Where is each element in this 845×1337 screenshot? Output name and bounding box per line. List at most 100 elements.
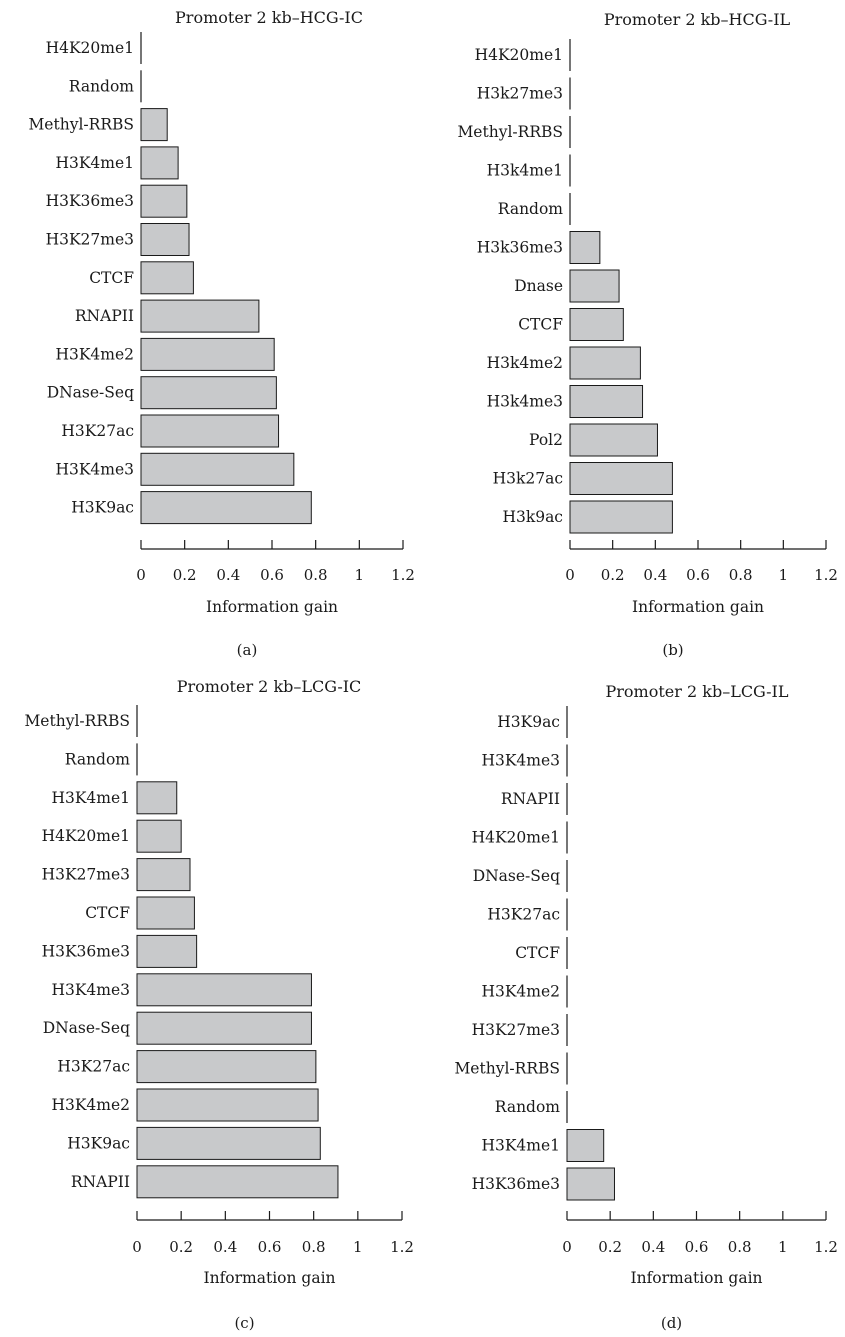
bar [569, 231, 601, 264]
category-label: H3K4me2 [51, 1096, 130, 1114]
chart-title: Promoter 2 kb–LCG-IC [177, 677, 362, 696]
bar [136, 819, 182, 853]
x-axis-label: Information gain [203, 1269, 335, 1287]
bar [136, 1165, 339, 1199]
category-label: Methyl-RRBS [24, 712, 130, 730]
bar [136, 1088, 319, 1122]
category-label: H3K9ac [71, 499, 134, 517]
x-tick-label: 0.6 [686, 566, 710, 584]
category-label: H3K4me2 [481, 983, 560, 1001]
x-tick-label: 0.4 [213, 1238, 237, 1256]
category-label: H3k4me2 [487, 354, 563, 372]
bar [136, 1050, 317, 1084]
panel-label: (d) [661, 1314, 682, 1332]
bar [140, 108, 168, 142]
category-label: Random [65, 750, 131, 768]
bar [140, 376, 277, 410]
x-tick-label: 0.8 [729, 566, 753, 584]
category-label: H3k9ac [502, 508, 563, 526]
chart-title: Promoter 2 kb–HCG-IL [604, 10, 791, 29]
x-tick-label: 0.2 [601, 566, 625, 584]
x-tick-label: 0 [562, 1238, 572, 1256]
bar [136, 1126, 321, 1160]
x-tick-label: 0 [565, 566, 575, 584]
category-label: H3k36me3 [477, 239, 563, 257]
category-label: CTCF [85, 904, 130, 922]
x-tick-label: 0.8 [302, 1238, 326, 1256]
chart-title: Promoter 2 kb–HCG-IC [175, 8, 363, 27]
bar [140, 299, 260, 333]
bar [136, 781, 178, 815]
x-tick-label: 0.2 [598, 1238, 622, 1256]
bar [140, 146, 179, 180]
category-label: H4K20me1 [46, 39, 134, 57]
x-tick-label: 1.2 [390, 1238, 414, 1256]
category-label: CTCF [515, 944, 560, 962]
chart-title: Promoter 2 kb–LCG-IL [606, 682, 789, 701]
category-label: H3k4me3 [487, 393, 563, 411]
category-label: RNAPII [75, 307, 134, 325]
bar [136, 973, 312, 1007]
category-label: H3K9ac [497, 713, 560, 731]
bar [140, 337, 275, 371]
x-tick-label: 1 [355, 566, 365, 584]
x-tick-label: 1.2 [391, 566, 415, 584]
category-label: H3K36me3 [472, 1175, 560, 1193]
category-label: Methyl-RRBS [28, 116, 134, 134]
bar [136, 934, 198, 968]
category-label: H3k27me3 [477, 85, 563, 103]
category-label: H3K27ac [61, 422, 134, 440]
bar [136, 1011, 312, 1045]
x-axis-label: Information gain [632, 598, 764, 616]
category-label: H3K36me3 [46, 192, 134, 210]
bar [140, 414, 280, 448]
chart-panel-0: Promoter 2 kb–HCG-IC H4K20me1 Random Methyl… [28, 8, 414, 659]
x-tick-label: 0.4 [641, 1238, 665, 1256]
category-label: H3K27ac [487, 906, 560, 924]
category-label: H4K20me1 [475, 46, 563, 64]
x-tick-label: 0.6 [258, 1238, 282, 1256]
category-label: H3K4me3 [481, 752, 560, 770]
panel-label: (b) [662, 641, 683, 659]
panel-label: (a) [237, 641, 258, 659]
category-label: H3k27ac [493, 470, 563, 488]
x-tick-label: 1 [778, 1238, 788, 1256]
category-label: Random [69, 77, 135, 95]
bar [140, 184, 188, 218]
category-label: Pol2 [529, 431, 563, 449]
x-tick-label: 0.8 [304, 566, 328, 584]
panel-label: (c) [234, 1314, 254, 1332]
category-label: Random [498, 200, 564, 218]
bar [140, 452, 295, 486]
bar [140, 261, 194, 295]
x-tick-label: 1.2 [814, 1238, 838, 1256]
category-label: H3K27me3 [46, 231, 134, 249]
category-label: H3K4me1 [51, 789, 130, 807]
x-axis-label: Information gain [630, 1269, 762, 1287]
bar [569, 346, 641, 380]
category-label: Random [495, 1098, 561, 1116]
category-label: H3K4me3 [51, 981, 130, 999]
bar [569, 500, 673, 534]
x-tick-label: 0.4 [643, 566, 667, 584]
x-tick-label: 1 [779, 566, 789, 584]
category-label: H3K27me3 [42, 866, 130, 884]
category-label: Methyl-RRBS [454, 1060, 560, 1078]
category-label: H3K4me1 [481, 1137, 560, 1155]
x-tick-label: 0.2 [169, 1238, 193, 1256]
category-label: H3k4me1 [487, 162, 563, 180]
x-tick-label: 1.2 [814, 566, 838, 584]
category-label: H3K4me2 [55, 345, 134, 363]
x-tick-label: 0.8 [728, 1238, 752, 1256]
x-tick-label: 0 [132, 1238, 142, 1256]
bar [136, 896, 195, 930]
chart-panel-3: Promoter 2 kb–LCG-IL H3K9ac H3K4me3 RNAPII H… [454, 682, 837, 1332]
x-tick-label: 0.6 [685, 1238, 709, 1256]
bar [569, 462, 673, 495]
bar [136, 858, 191, 892]
category-label: H4K20me1 [472, 829, 560, 847]
x-tick-label: 1 [353, 1238, 363, 1256]
category-label: H3K27me3 [472, 1021, 560, 1039]
bar [566, 1129, 605, 1162]
